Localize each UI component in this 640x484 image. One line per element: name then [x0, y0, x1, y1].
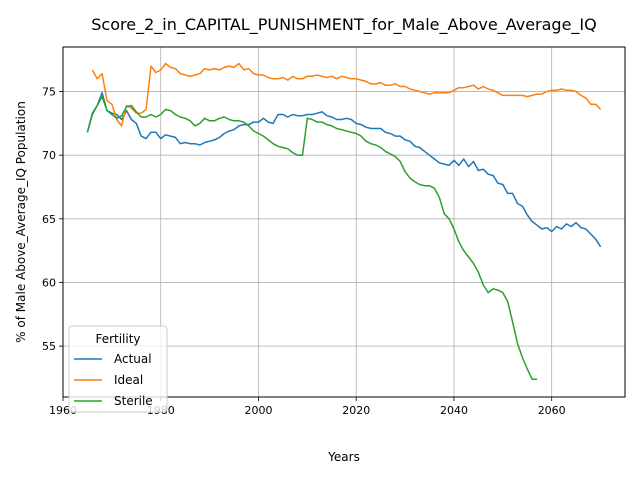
- y-tick-label: 60: [42, 276, 56, 289]
- x-tick-label: 2060: [538, 404, 566, 417]
- y-tick-label: 65: [42, 213, 56, 226]
- legend: Fertility Actual Ideal Sterile: [69, 326, 167, 412]
- x-tick-label: 2000: [244, 404, 272, 417]
- chart-title: Score_2_in_CAPITAL_PUNISHMENT_for_Male_A…: [91, 15, 596, 35]
- y-tick-label: 75: [42, 86, 56, 99]
- x-axis-label: Years: [327, 450, 360, 464]
- legend-label-sterile: Sterile: [114, 394, 153, 408]
- legend-label-actual: Actual: [114, 352, 152, 366]
- x-tick-label: 2020: [342, 404, 370, 417]
- legend-label-ideal: Ideal: [114, 373, 143, 387]
- legend-title: Fertility: [95, 332, 140, 346]
- y-axis-label: % of Male Above_Average_IQ Population: [14, 101, 28, 343]
- y-tick-label: 70: [42, 149, 56, 162]
- x-tick-label: 2040: [440, 404, 468, 417]
- y-tick-label: 55: [42, 340, 56, 353]
